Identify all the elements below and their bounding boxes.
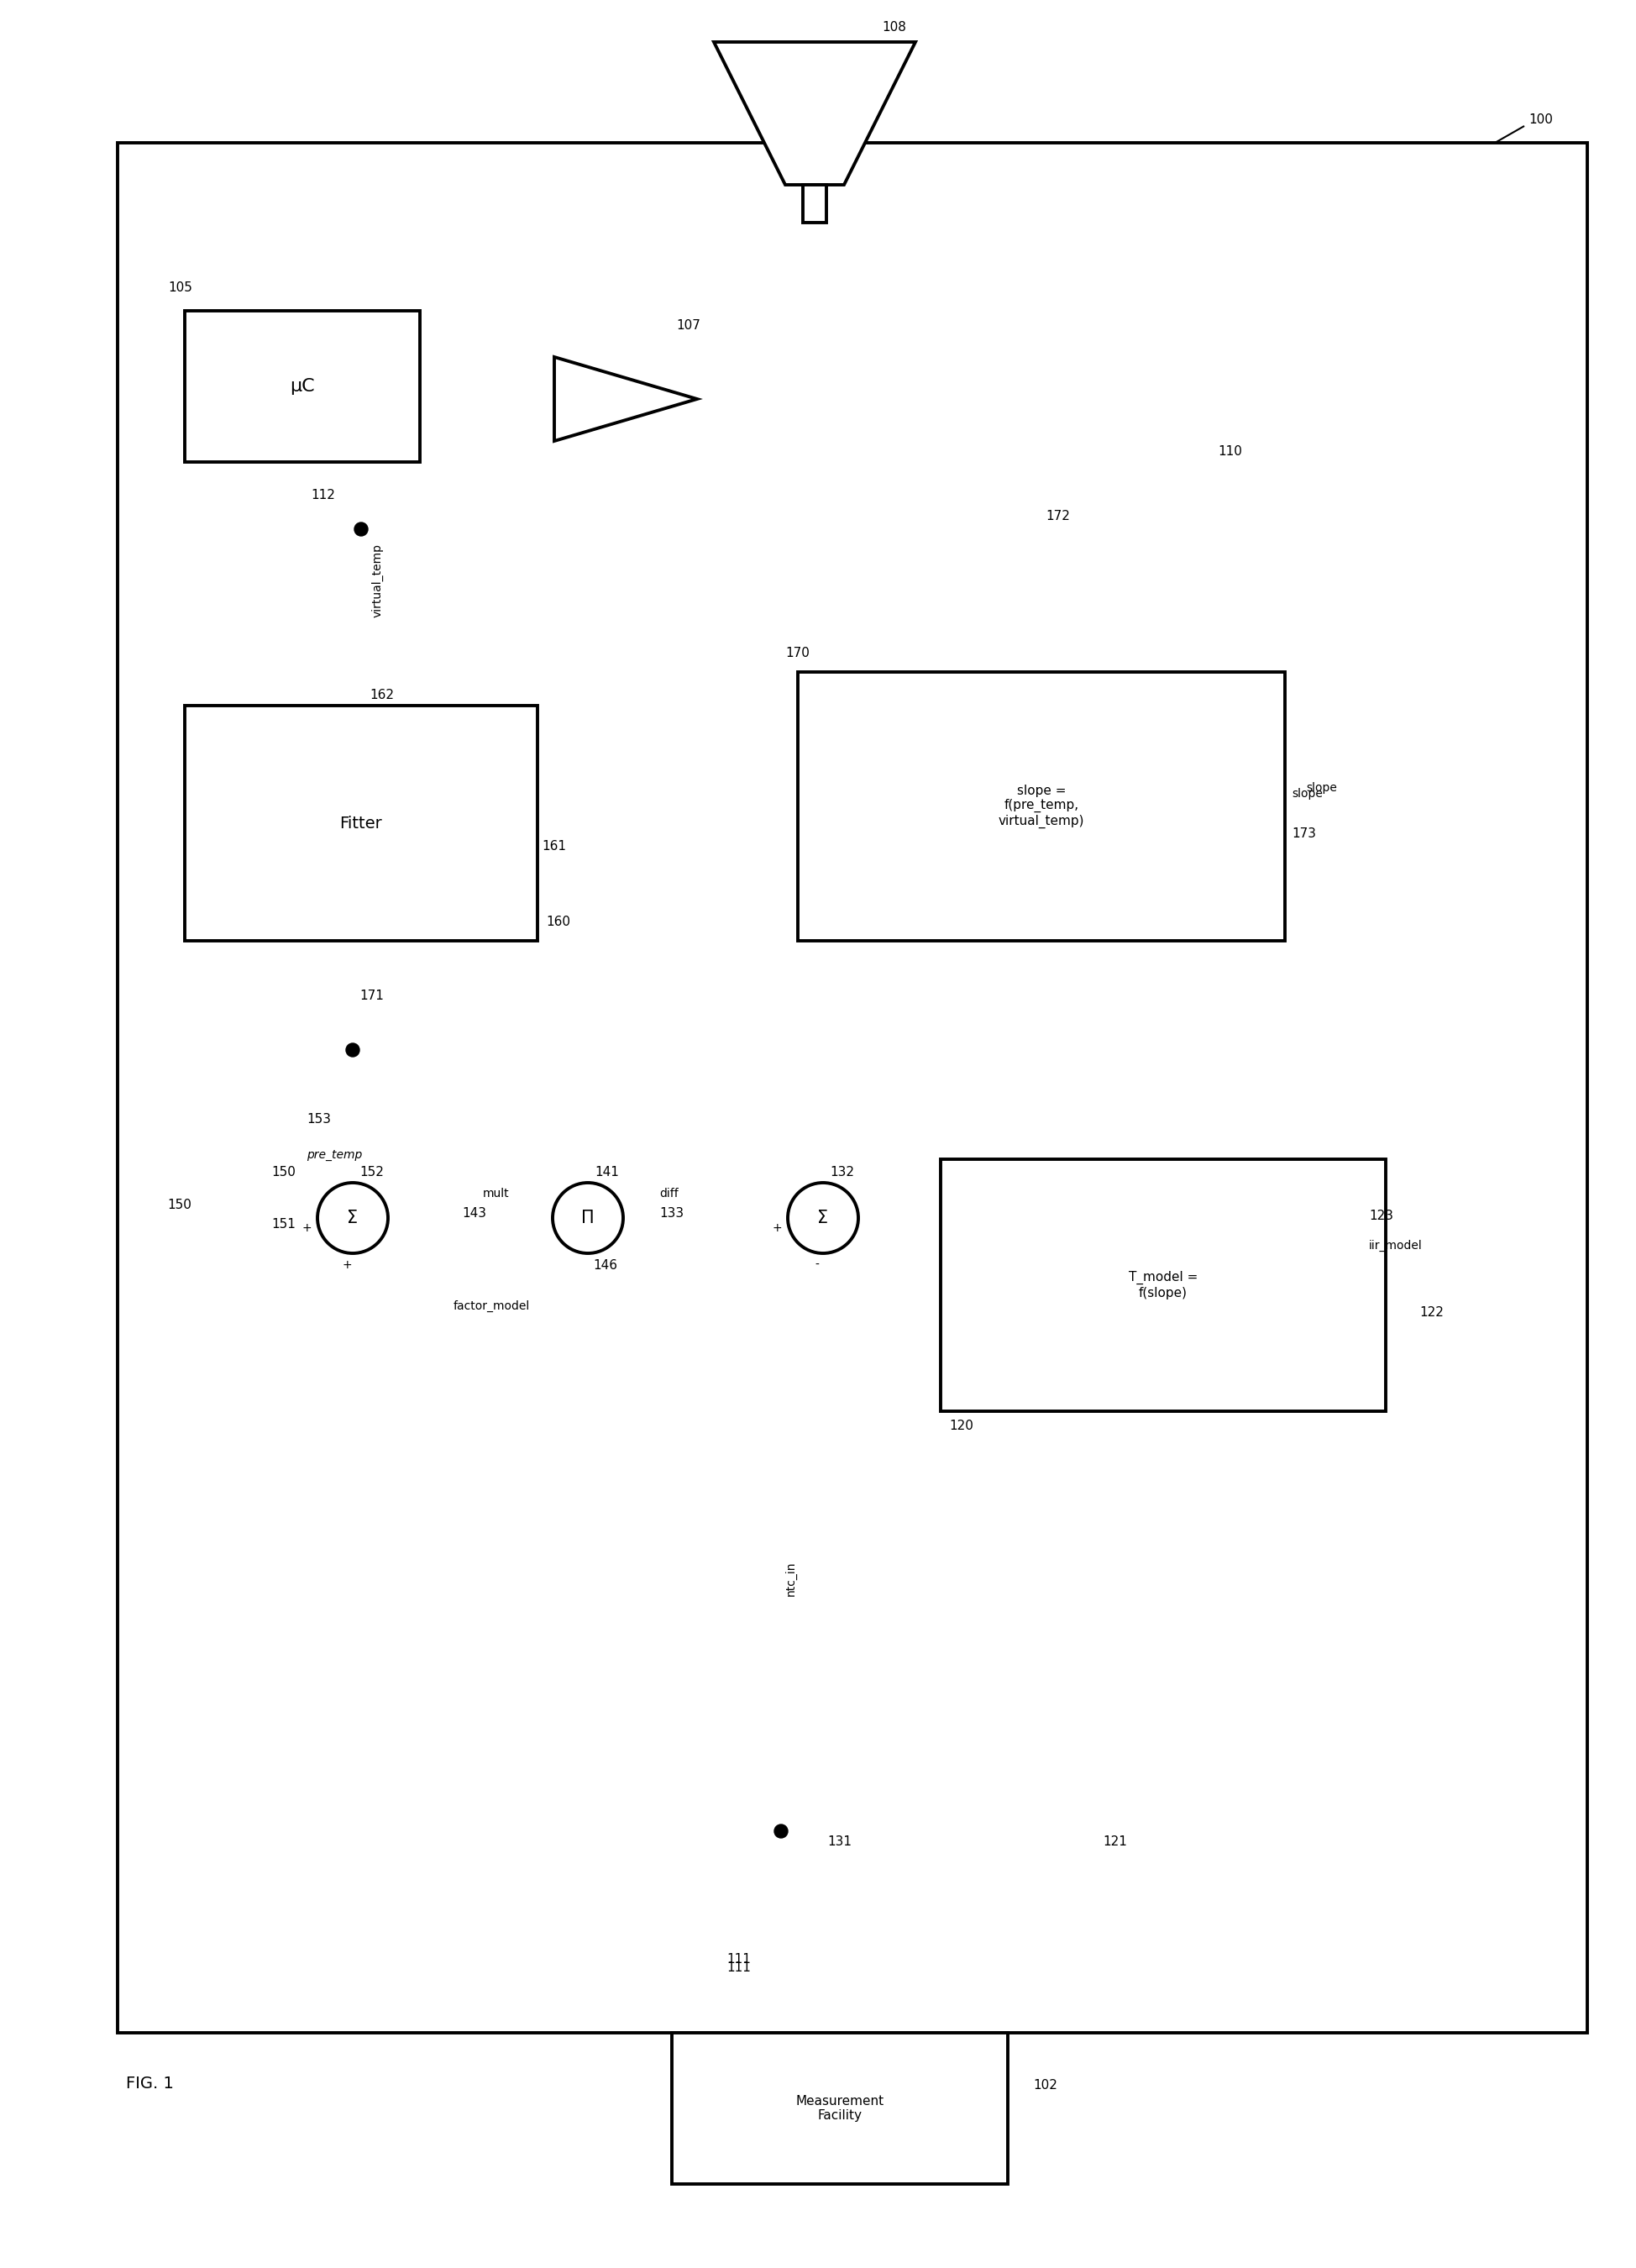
Text: Fitter: Fitter (340, 814, 383, 830)
Text: 172: 172 (1045, 510, 1070, 522)
Bar (118, 143, 1587, 2032)
Text: 161: 161 (542, 841, 566, 853)
Text: 173: 173 (1291, 828, 1315, 839)
Text: 121: 121 (1103, 1835, 1127, 1848)
Circle shape (317, 1182, 388, 1254)
Bar (797, 671, 1284, 941)
Text: 133: 133 (659, 1207, 684, 1220)
Text: +: + (342, 1259, 352, 1270)
Text: 150: 150 (272, 1166, 296, 1179)
Text: pre_temp: pre_temp (306, 1150, 362, 1161)
Text: 160: 160 (546, 916, 569, 928)
Text: 112: 112 (311, 490, 335, 501)
Text: 162: 162 (370, 689, 394, 701)
Text: iir_model: iir_model (1368, 1241, 1422, 1252)
Text: 152: 152 (360, 1166, 383, 1179)
Text: 107: 107 (676, 320, 700, 331)
Text: slope =
f(pre_temp,
virtual_temp): slope = f(pre_temp, virtual_temp) (998, 785, 1085, 828)
Text: ntc_in: ntc_in (785, 1560, 797, 1597)
Text: 150: 150 (167, 1200, 191, 1211)
Text: 111: 111 (726, 1962, 751, 1973)
Polygon shape (713, 43, 915, 184)
Bar (803, 184, 826, 222)
Bar (185, 311, 420, 463)
Text: 122: 122 (1418, 1306, 1443, 1318)
Text: 153: 153 (306, 1114, 330, 1125)
Text: 123: 123 (1368, 1209, 1392, 1222)
Text: FIG. 1: FIG. 1 (126, 2075, 173, 2091)
Circle shape (345, 1043, 360, 1057)
Text: Σ: Σ (816, 1209, 828, 1227)
Bar (142, 469, 1561, 1914)
Text: 110: 110 (1217, 445, 1242, 458)
Text: Π: Π (581, 1209, 594, 1227)
Text: Σ: Σ (347, 1209, 358, 1227)
Text: 146: 146 (592, 1259, 617, 1272)
Text: 143: 143 (461, 1207, 486, 1220)
Text: 105: 105 (169, 281, 191, 295)
Polygon shape (555, 356, 697, 440)
Text: 111: 111 (726, 1953, 751, 1966)
Bar (941, 1159, 1386, 1411)
Text: T_model =
f(slope): T_model = f(slope) (1127, 1270, 1198, 1300)
Text: μC: μC (290, 379, 314, 395)
Text: 120: 120 (949, 1420, 973, 1431)
Text: mult: mult (483, 1188, 509, 1200)
Circle shape (355, 522, 368, 535)
Text: Measurement
Facility: Measurement Facility (795, 2096, 883, 2123)
Text: 132: 132 (829, 1166, 854, 1179)
Text: factor_model: factor_model (453, 1300, 530, 1313)
Text: slope: slope (1306, 782, 1337, 794)
Text: -: - (815, 1259, 818, 1270)
Circle shape (774, 1823, 787, 1837)
Text: 108: 108 (882, 20, 906, 34)
Bar (671, 2032, 1008, 2184)
Text: 151: 151 (272, 1218, 296, 1232)
Text: 170: 170 (785, 646, 810, 660)
Text: 102: 102 (1032, 2080, 1057, 2091)
Text: 131: 131 (826, 1835, 851, 1848)
Text: +: + (301, 1222, 311, 1234)
Text: 141: 141 (594, 1166, 618, 1179)
Bar (185, 705, 537, 941)
Text: virtual_temp: virtual_temp (371, 544, 383, 617)
Text: 171: 171 (360, 989, 383, 1002)
Text: 100: 100 (1528, 113, 1553, 127)
Circle shape (787, 1182, 857, 1254)
Text: +: + (772, 1222, 782, 1234)
Text: diff: diff (659, 1188, 677, 1200)
Circle shape (553, 1182, 623, 1254)
Text: slope: slope (1291, 787, 1322, 801)
